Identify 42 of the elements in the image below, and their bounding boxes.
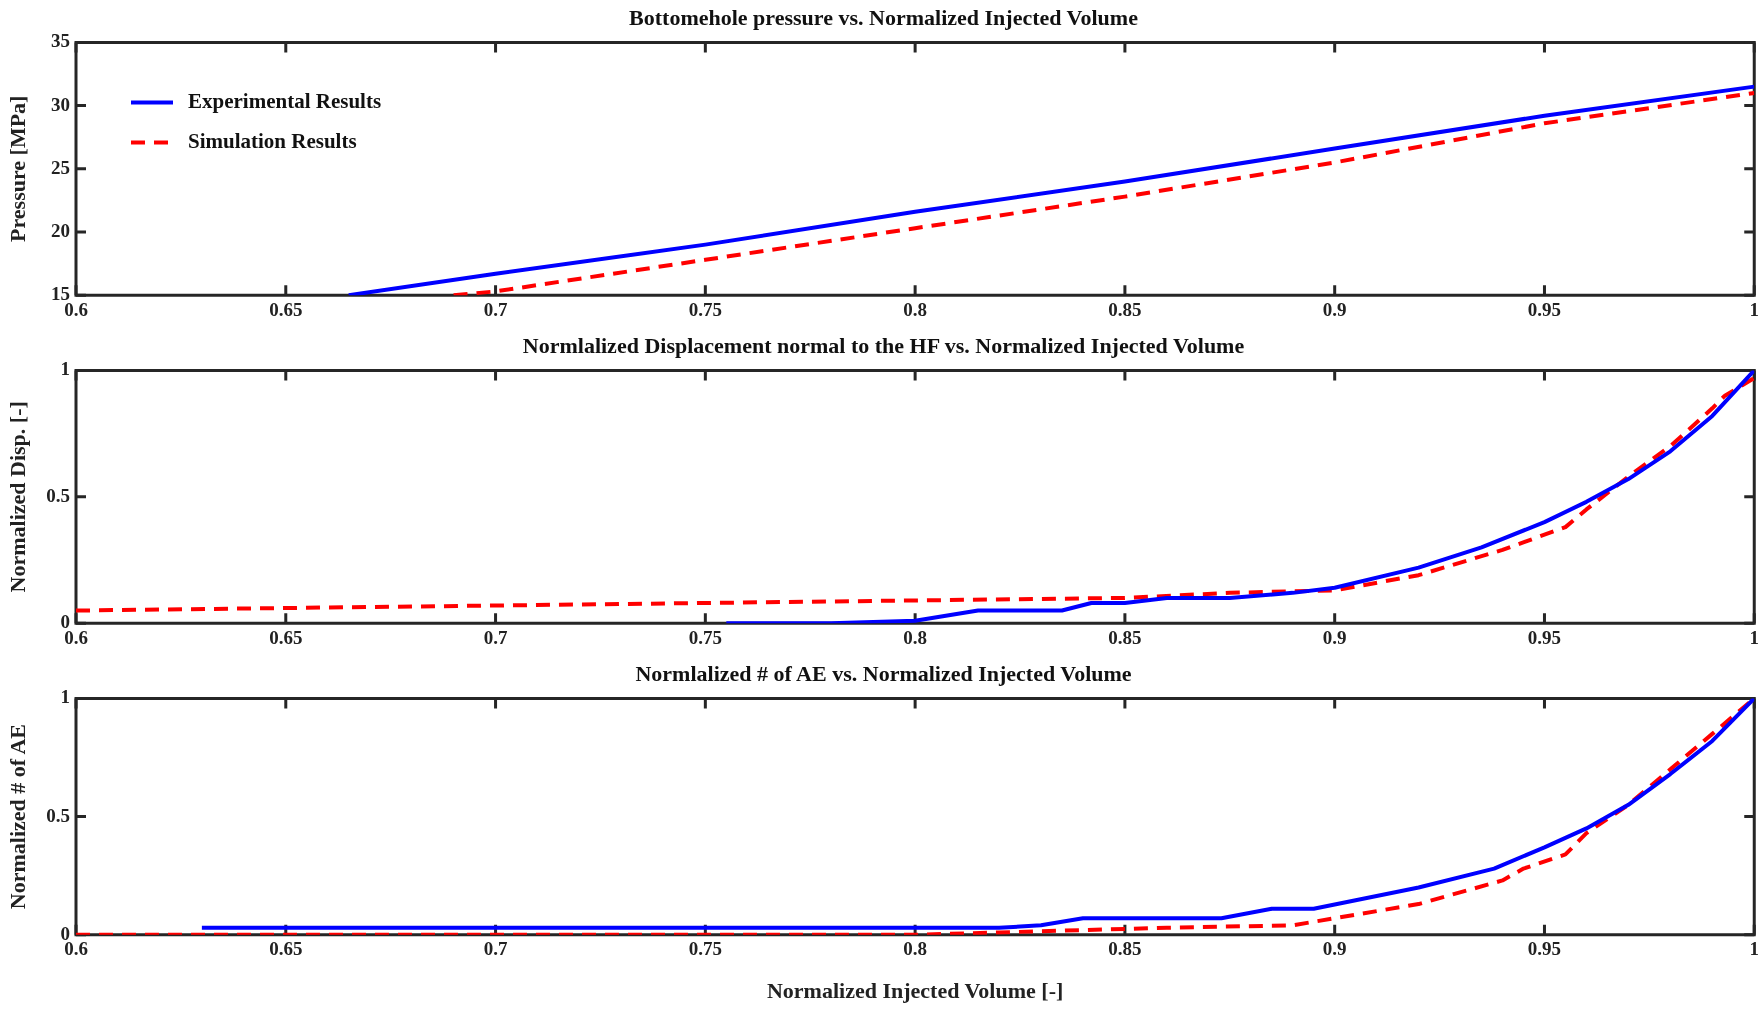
x-tick-label: 0.65	[269, 938, 303, 960]
x-axis-title: Normalized Injected Volume [-]	[766, 978, 1064, 1004]
y-tick-label: 30	[51, 93, 70, 115]
x-tick-label: 0.75	[688, 298, 722, 320]
x-tick-label: 0.95	[1527, 298, 1562, 320]
y-tick-label: 0.5	[46, 484, 70, 506]
y-tick-label: 25	[51, 156, 70, 178]
x-tick-label: 0.8	[903, 298, 927, 320]
y-axis-title: Normalized Disp. [-]	[4, 401, 30, 593]
x-tick-label: 0.9	[1322, 626, 1347, 648]
x-tick-label: 1	[1749, 938, 1759, 960]
x-tick-label: 0.9	[1322, 298, 1347, 320]
x-tick-label: 0.95	[1527, 938, 1562, 960]
x-tick-label: 0.9	[1322, 938, 1347, 960]
x-tick-label: 0.85	[1108, 626, 1142, 648]
x-tick-label: 0.8	[903, 626, 927, 648]
x-tick-label: 0.95	[1527, 626, 1562, 648]
y-axis-title: Normalized # of AE	[4, 724, 30, 910]
legend-label: Experimental Results	[188, 88, 382, 113]
legend-label: Simulation Results	[188, 128, 357, 153]
x-tick-label: 0.75	[688, 938, 722, 960]
x-tick-label: 0.65	[269, 626, 303, 648]
y-tick-label: 1	[60, 358, 70, 380]
x-tick-label: 0.85	[1108, 938, 1142, 960]
y-tick-label: 20	[51, 219, 70, 241]
x-tick-label: 0.75	[688, 626, 722, 648]
chart-title: Bottomehole pressure vs. Normalized Injected Volume	[629, 4, 1139, 30]
x-tick-label: 0.7	[483, 298, 508, 320]
x-tick-label: 0.65	[269, 298, 303, 320]
chart-title: Normlalized # of AE vs. Normalized Injected Volume	[635, 660, 1132, 686]
x-tick-label: 1	[1749, 298, 1759, 320]
y-tick-label: 35	[51, 30, 70, 52]
x-tick-label: 1	[1749, 626, 1759, 648]
x-tick-label: 0.8	[903, 938, 927, 960]
y-tick-label: 1	[60, 686, 70, 708]
y-axis-title: Pressure [MPa]	[4, 95, 30, 243]
x-tick-label: 0.7	[483, 938, 508, 960]
y-tick-label: 0.5	[46, 804, 70, 826]
chart-title: Normlalized Displacement normal to the HF vs. Normalized Injected Volume	[522, 332, 1245, 358]
line-series	[76, 375, 1755, 613]
x-tick-label: 0.7	[483, 626, 508, 648]
x-tick-label: 0.85	[1108, 298, 1142, 320]
